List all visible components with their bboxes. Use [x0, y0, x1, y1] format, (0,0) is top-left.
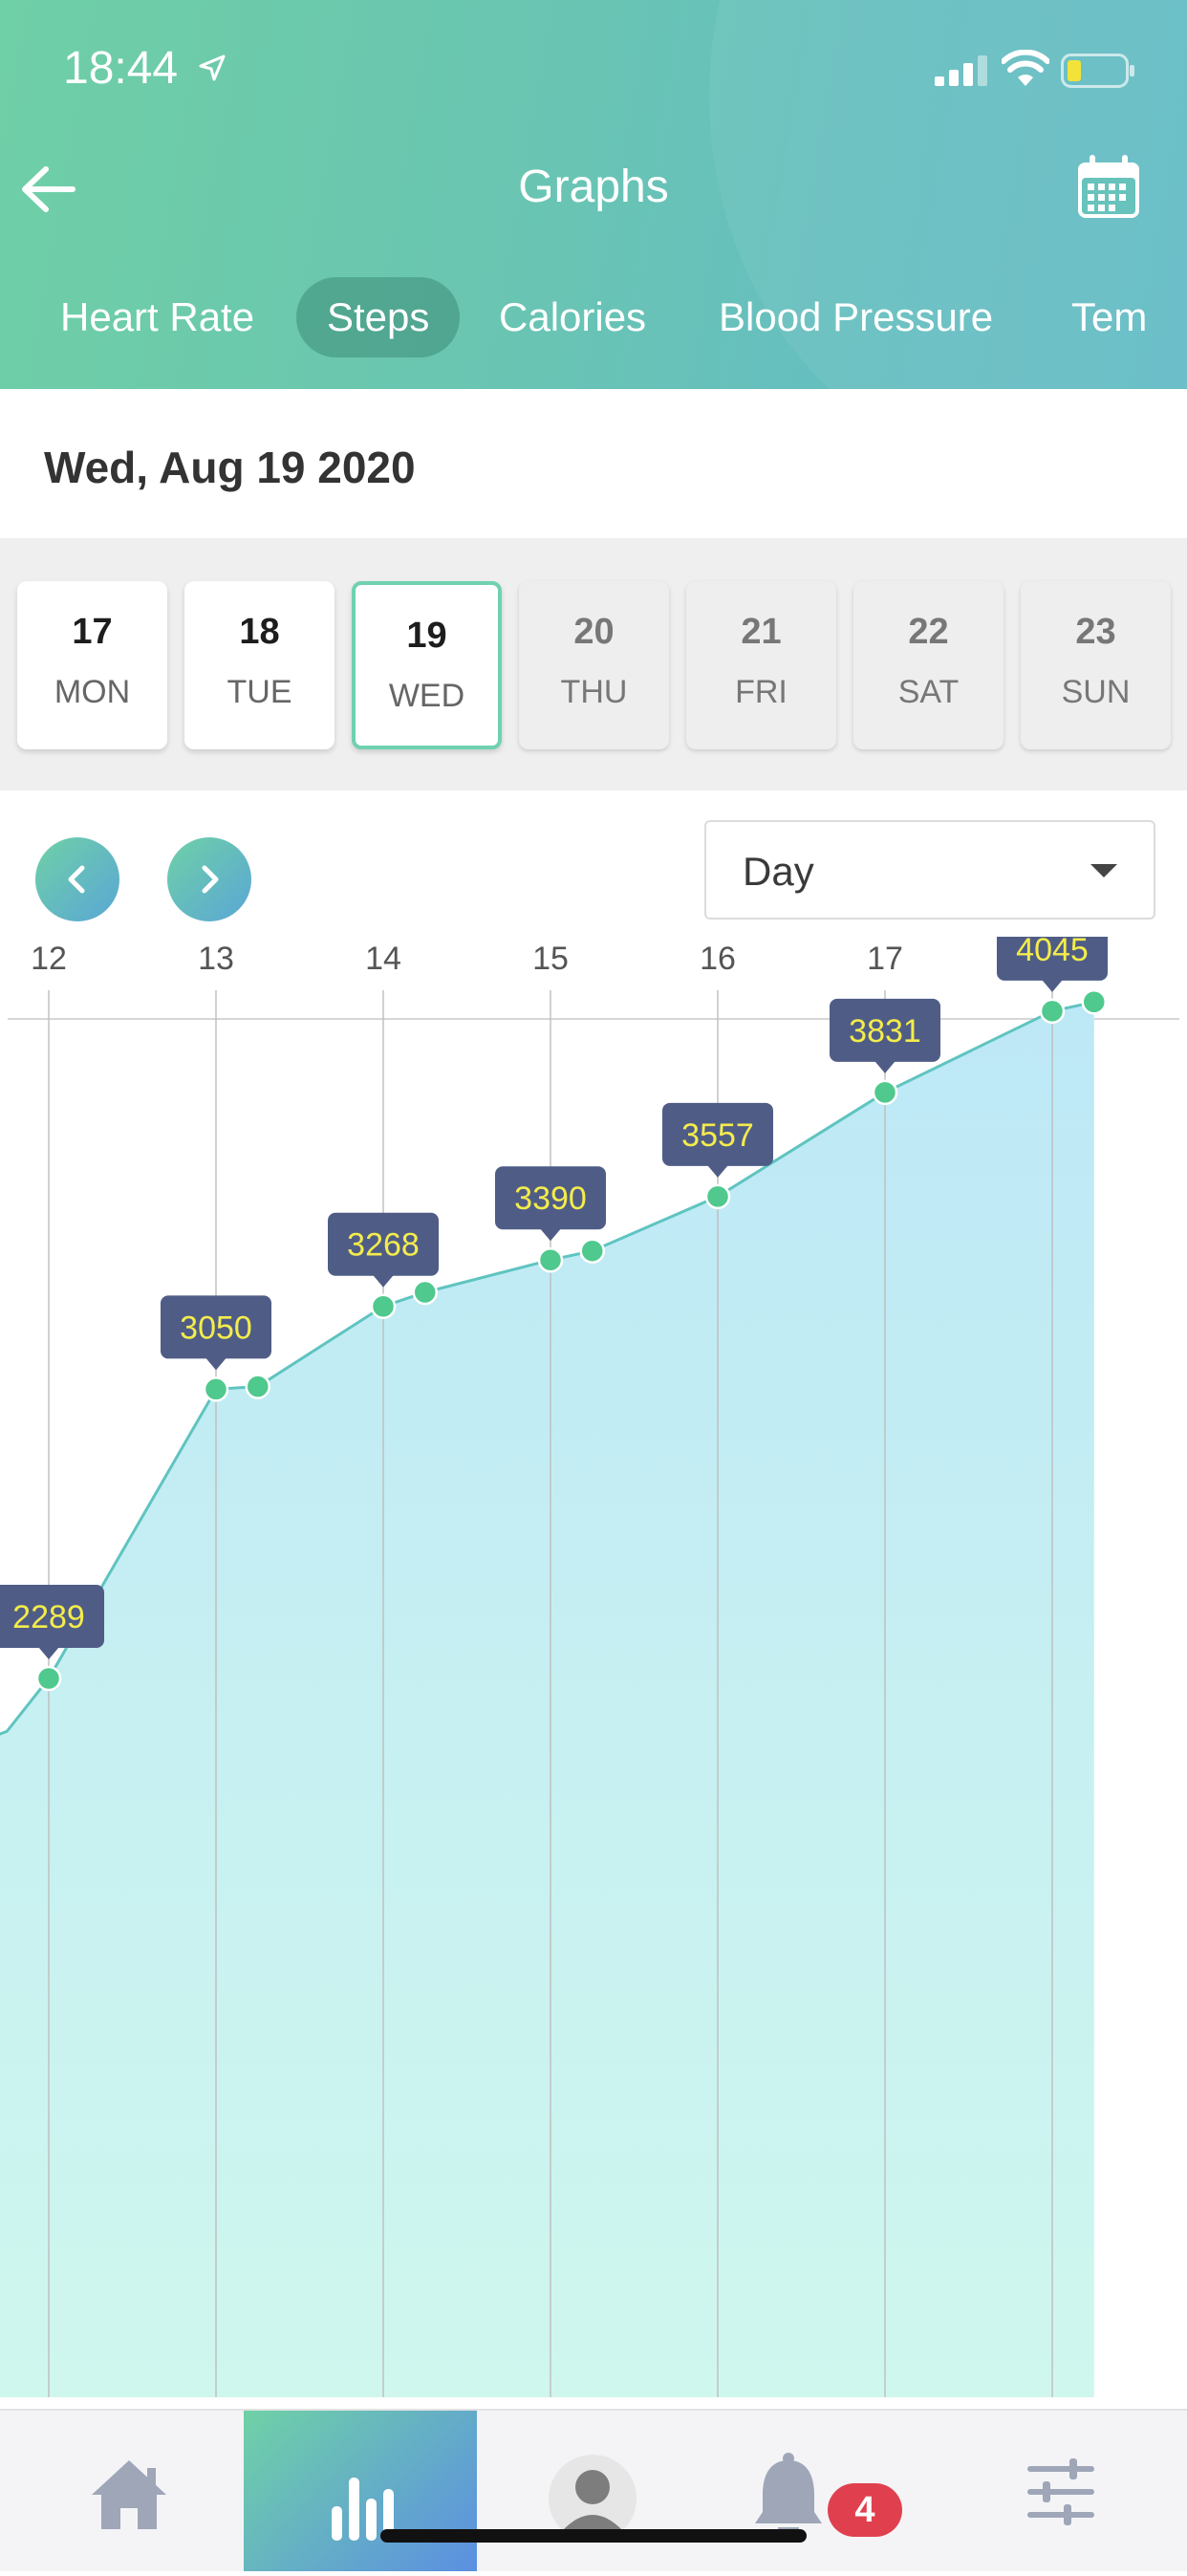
- tab-heart-rate[interactable]: Heart Rate: [60, 294, 255, 339]
- chevron-left-icon: [68, 865, 85, 894]
- data-point: [872, 1079, 898, 1106]
- day-number: 23: [1075, 612, 1116, 652]
- day-name: THU: [560, 674, 628, 710]
- calendar-icon[interactable]: [1074, 153, 1143, 222]
- day-number: 22: [908, 612, 949, 652]
- battery-icon: [1061, 54, 1134, 88]
- day-number: 20: [573, 612, 615, 652]
- x-tick-label: 12: [31, 941, 67, 977]
- day-card-sun[interactable]: 23 SUN: [1021, 581, 1171, 749]
- tab-settings[interactable]: [989, 2411, 1133, 2571]
- tab-graphs[interactable]: [244, 2411, 477, 2571]
- metric-tabs: Heart Rate Steps Calories Blood Pressure…: [0, 277, 1187, 363]
- data-point: [579, 1238, 605, 1264]
- value-callout: [662, 1102, 773, 1166]
- value-label: 3557: [681, 1117, 754, 1154]
- app-header: 18:44 Graphs: [0, 0, 1187, 389]
- tab-home[interactable]: [57, 2411, 201, 2571]
- range-dropdown[interactable]: Day: [704, 820, 1155, 920]
- value-callout-pointer: [540, 1228, 561, 1242]
- data-point: [704, 1183, 731, 1210]
- selected-date: Wed, Aug 19 2020: [44, 443, 416, 492]
- value-callout: [495, 1166, 606, 1230]
- value-callout-pointer: [707, 1164, 728, 1178]
- bottom-tab-bar: [0, 2409, 1187, 2571]
- day-number: 18: [239, 612, 280, 652]
- value-callout: [328, 1212, 439, 1276]
- day-name: WED: [388, 678, 465, 714]
- location-arrow-icon: [199, 54, 226, 81]
- day-number: 21: [741, 612, 782, 652]
- tab-temperature[interactable]: Tem: [1071, 294, 1148, 339]
- data-point: [245, 1374, 270, 1399]
- value-callout: [0, 1585, 104, 1648]
- day-card-thu[interactable]: 20 THU: [519, 581, 669, 749]
- data-point: [203, 1376, 229, 1402]
- area-fill: [0, 1002, 1094, 2397]
- day-name: SAT: [897, 674, 960, 710]
- next-button[interactable]: [167, 837, 251, 921]
- x-tick-label: 13: [198, 941, 234, 977]
- range-dropdown-value: Day: [743, 849, 814, 894]
- day-name: SUN: [1061, 674, 1131, 710]
- cellular-signal-icon: [935, 55, 987, 86]
- data-point: [1039, 998, 1066, 1025]
- value-label: 3390: [514, 1180, 587, 1217]
- day-card-wed[interactable]: 19 WED: [352, 581, 502, 749]
- value-callout-pointer: [38, 1647, 59, 1659]
- caret-down-icon: [1090, 864, 1117, 877]
- day-name: MON: [54, 674, 131, 710]
- data-point: [1081, 989, 1107, 1015]
- avatar: [549, 2455, 637, 2543]
- x-tick-label: 16: [700, 941, 736, 977]
- day-card-sat[interactable]: 22 SAT: [853, 581, 1004, 749]
- steps-chart: 1213141516171822893050326833903557383140…: [0, 937, 1179, 2397]
- x-tick-label: 17: [867, 941, 903, 977]
- status-bar: 18:44: [0, 0, 1187, 143]
- value-callout-pointer: [1042, 979, 1063, 992]
- value-label: 4045: [1016, 937, 1089, 968]
- x-tick-label: 15: [532, 941, 569, 977]
- value-callout-pointer: [373, 1274, 394, 1288]
- value-callout: [161, 1295, 271, 1359]
- previous-button[interactable]: [35, 837, 119, 921]
- tab-profile[interactable]: [521, 2411, 664, 2571]
- x-tick-label: 14: [365, 941, 401, 977]
- day-card-mon[interactable]: 17 MON: [17, 581, 167, 749]
- data-point: [412, 1279, 438, 1306]
- value-label: 3831: [849, 1013, 921, 1050]
- back-arrow-icon[interactable]: [17, 158, 80, 221]
- day-name: FRI: [735, 674, 788, 710]
- notification-badge: 4: [828, 2483, 902, 2537]
- day-name: TUE: [227, 674, 292, 710]
- week-strip: 17 MON 18 TUE 19 WED 20 THU 21 FRI 22 SA…: [0, 538, 1187, 790]
- data-point: [35, 1665, 62, 1692]
- chevron-right-icon: [202, 865, 219, 894]
- day-card-fri[interactable]: 21 FRI: [686, 581, 836, 749]
- value-label: 3050: [180, 1310, 252, 1346]
- tab-calories[interactable]: Calories: [499, 294, 647, 339]
- value-label: 3268: [347, 1227, 420, 1264]
- home-indicator: [380, 2529, 807, 2543]
- status-time: 18:44: [63, 43, 179, 94]
- home-icon: [92, 2460, 166, 2529]
- page-title: Graphs: [518, 162, 669, 212]
- value-callout-pointer: [205, 1357, 227, 1371]
- settings-sliders-icon: [1027, 2458, 1094, 2525]
- day-number: 17: [72, 612, 113, 652]
- wifi-icon: [1002, 50, 1049, 86]
- value-callout: [997, 937, 1108, 981]
- day-card-tue[interactable]: 18 TUE: [184, 581, 335, 749]
- value-label: 2289: [12, 1599, 85, 1635]
- value-callout: [830, 998, 940, 1062]
- value-callout-pointer: [874, 1060, 896, 1073]
- data-point: [370, 1293, 397, 1319]
- data-point: [537, 1246, 564, 1273]
- day-number: 19: [406, 616, 447, 656]
- tab-steps[interactable]: Steps: [296, 277, 461, 357]
- tab-blood-pressure[interactable]: Blood Pressure: [719, 294, 994, 339]
- bar-chart-icon: [332, 2478, 394, 2541]
